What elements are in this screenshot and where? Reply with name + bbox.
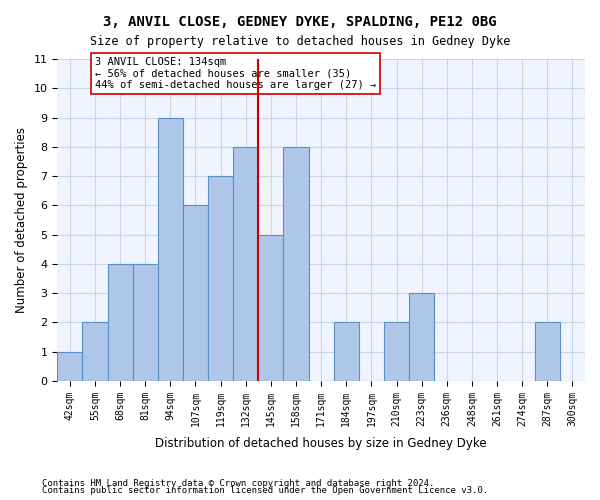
Bar [57, 352, 82, 381]
Bar [384, 322, 409, 381]
Bar [535, 322, 560, 381]
Text: 3 ANVIL CLOSE: 134sqm
← 56% of detached houses are smaller (35)
44% of semi-deta: 3 ANVIL CLOSE: 134sqm ← 56% of detached … [95, 57, 376, 90]
Bar [82, 322, 107, 381]
Bar [233, 147, 259, 381]
Text: Contains public sector information licensed under the Open Government Licence v3: Contains public sector information licen… [42, 486, 488, 495]
Text: Contains HM Land Registry data © Crown copyright and database right 2024.: Contains HM Land Registry data © Crown c… [42, 478, 434, 488]
Bar [133, 264, 158, 381]
Bar [208, 176, 233, 381]
Bar [259, 234, 283, 381]
Bar [283, 147, 308, 381]
Bar [409, 293, 434, 381]
Bar [334, 322, 359, 381]
X-axis label: Distribution of detached houses by size in Gedney Dyke: Distribution of detached houses by size … [155, 437, 487, 450]
Bar [107, 264, 133, 381]
Bar [183, 206, 208, 381]
Bar [158, 118, 183, 381]
Y-axis label: Number of detached properties: Number of detached properties [15, 127, 28, 313]
Text: Size of property relative to detached houses in Gedney Dyke: Size of property relative to detached ho… [90, 35, 510, 48]
Text: 3, ANVIL CLOSE, GEDNEY DYKE, SPALDING, PE12 0BG: 3, ANVIL CLOSE, GEDNEY DYKE, SPALDING, P… [103, 15, 497, 29]
